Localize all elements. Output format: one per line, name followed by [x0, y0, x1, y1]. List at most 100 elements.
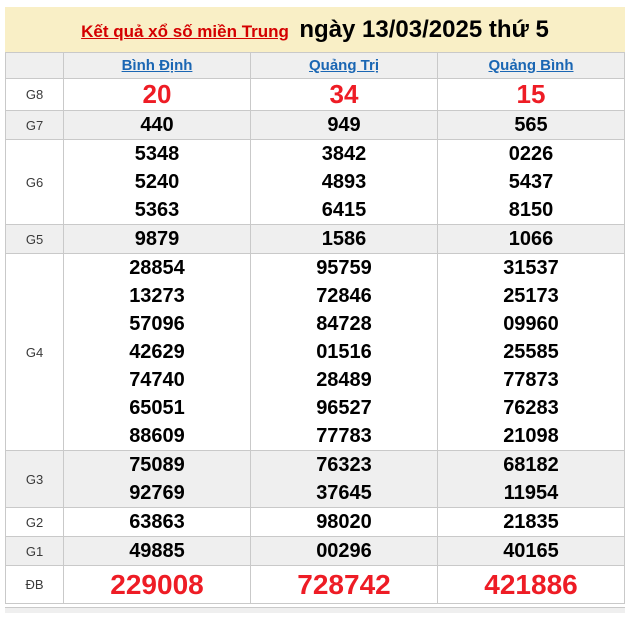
next-row-peek: [5, 607, 625, 613]
province-link-quang-tri[interactable]: Quảng Trị: [308, 56, 379, 74]
prize-values-cell: 5348 5240 5363: [63, 139, 251, 225]
prize-values-cell: 49885: [63, 536, 251, 566]
corner-cell: [5, 52, 64, 79]
prize-value: 25585: [503, 341, 559, 363]
prize-value: 42629: [129, 341, 185, 363]
prize-label: ĐB: [5, 565, 64, 604]
prize-row-G1: G1 49885 00296 40165: [5, 536, 625, 566]
prize-values-cell: 68182 11954: [437, 450, 625, 508]
province-link-quang-binh[interactable]: Quảng Bình: [488, 56, 574, 74]
prize-value: 72846: [316, 285, 372, 307]
column-header-quang-tri: Quảng Trị: [250, 52, 438, 79]
lottery-results-panel: Kết quả xổ số miền Trung ngày 13/03/2025…: [5, 7, 625, 613]
prize-value: 5363: [134, 199, 180, 221]
prize-value: 57096: [129, 313, 185, 335]
prize-row-G3: G3 75089 92769 76323 37645 68182 11954: [5, 450, 625, 508]
prize-value: 96527: [316, 397, 372, 419]
prize-value: 88609: [129, 425, 185, 447]
prize-value: 440: [140, 114, 174, 136]
prize-value: 77783: [316, 425, 372, 447]
prize-values-cell: 1586: [250, 224, 438, 254]
prize-values-cell: 728742: [250, 565, 438, 604]
prize-value: 28489: [316, 369, 372, 391]
prize-value: 00296: [316, 540, 372, 562]
prize-value: 75089: [129, 454, 185, 476]
prize-value: 15: [516, 79, 546, 109]
prize-values-cell: 9879: [63, 224, 251, 254]
page-title: Kết quả xổ số miền Trung ngày 13/03/2025…: [5, 7, 625, 52]
prize-value: 77873: [503, 369, 559, 391]
prize-values-cell: 15: [437, 78, 625, 111]
prize-value: 20: [142, 79, 172, 109]
prize-values-cell: 3842 4893 6415: [250, 139, 438, 225]
prize-row-G4: G4 28854 13273 57096 42629 74740 65051 88609 957…: [5, 253, 625, 451]
prize-value: 21835: [503, 511, 559, 533]
prize-values-cell: 28854 13273 57096 42629 74740 65051 88609: [63, 253, 251, 451]
prize-value: 76283: [503, 397, 559, 419]
prize-value: 92769: [129, 482, 185, 504]
prize-label: G7: [5, 110, 64, 140]
prize-value: 37645: [316, 482, 372, 504]
prize-value: 49885: [129, 540, 185, 562]
column-header-row: Bình Định Quảng Trị Quảng Bình: [5, 52, 625, 79]
prize-value: 40165: [503, 540, 559, 562]
prize-value: 0226: [508, 143, 554, 165]
prize-values-cell: 0226 5437 8150: [437, 139, 625, 225]
prize-values-cell: 40165: [437, 536, 625, 566]
prize-label: G6: [5, 139, 64, 225]
prize-value: 31537: [503, 257, 559, 279]
prize-value: 25173: [503, 285, 559, 307]
prize-value: 5240: [134, 171, 180, 193]
column-header-binh-dinh: Bình Định: [63, 52, 251, 79]
prize-value: 11954: [503, 482, 559, 504]
prize-values-cell: 229008: [63, 565, 251, 604]
prize-values-cell: 421886: [437, 565, 625, 604]
prize-values-cell: 1066: [437, 224, 625, 254]
prize-value: 9879: [134, 228, 180, 250]
prize-value: 63863: [129, 511, 185, 533]
prize-values-cell: 98020: [250, 507, 438, 537]
prize-value: 5437: [508, 171, 554, 193]
results-table: Bình Định Quảng Trị Quảng Bình G8 20 34 15 G…: [5, 52, 625, 604]
prize-row-G2: G2 63863 98020 21835: [5, 507, 625, 537]
prize-value: 09960: [503, 313, 559, 335]
prize-value: 6415: [321, 199, 367, 221]
prize-value: 949: [327, 114, 361, 136]
prize-values-cell: 20: [63, 78, 251, 111]
prize-values-cell: 76323 37645: [250, 450, 438, 508]
prize-value: 1066: [508, 228, 554, 250]
prize-value: 3842: [321, 143, 367, 165]
prize-value: 13273: [129, 285, 185, 307]
prize-value: 84728: [316, 313, 372, 335]
province-link-binh-dinh[interactable]: Bình Định: [121, 56, 193, 74]
prize-label: G5: [5, 224, 64, 254]
column-header-quang-binh: Quảng Bình: [437, 52, 625, 79]
prize-value: 229008: [110, 569, 204, 600]
prize-values-cell: 440: [63, 110, 251, 140]
prize-label: G8: [5, 78, 64, 111]
prize-value: 4893: [321, 171, 367, 193]
prize-value: 421886: [484, 569, 578, 600]
prize-values-cell: 75089 92769: [63, 450, 251, 508]
prize-values-cell: 00296: [250, 536, 438, 566]
prize-value: 565: [514, 114, 548, 136]
prize-value: 74740: [129, 369, 185, 391]
prize-value: 65051: [129, 397, 185, 419]
prize-label: G1: [5, 536, 64, 566]
prize-values-cell: 21835: [437, 507, 625, 537]
region-title-link[interactable]: Kết quả xổ số miền Trung: [81, 22, 289, 41]
prize-value: 728742: [297, 569, 391, 600]
prize-value: 34: [329, 79, 359, 109]
prize-value: 28854: [129, 257, 185, 279]
prize-value: 1586: [321, 228, 367, 250]
prize-values-cell: 63863: [63, 507, 251, 537]
prize-values-cell: 949: [250, 110, 438, 140]
prize-values-cell: 34: [250, 78, 438, 111]
prize-row-G6: G6 5348 5240 5363 3842 4893 6415 0226 5437 8150: [5, 139, 625, 225]
prize-value: 8150: [508, 199, 554, 221]
prize-values-cell: 95759 72846 84728 01516 28489 96527 77783: [250, 253, 438, 451]
prize-label: G3: [5, 450, 64, 508]
prize-row-G5: G5 9879 1586 1066: [5, 224, 625, 254]
prize-values-cell: 31537 25173 09960 25585 77873 76283 21098: [437, 253, 625, 451]
prize-row-G8: G8 20 34 15: [5, 78, 625, 111]
